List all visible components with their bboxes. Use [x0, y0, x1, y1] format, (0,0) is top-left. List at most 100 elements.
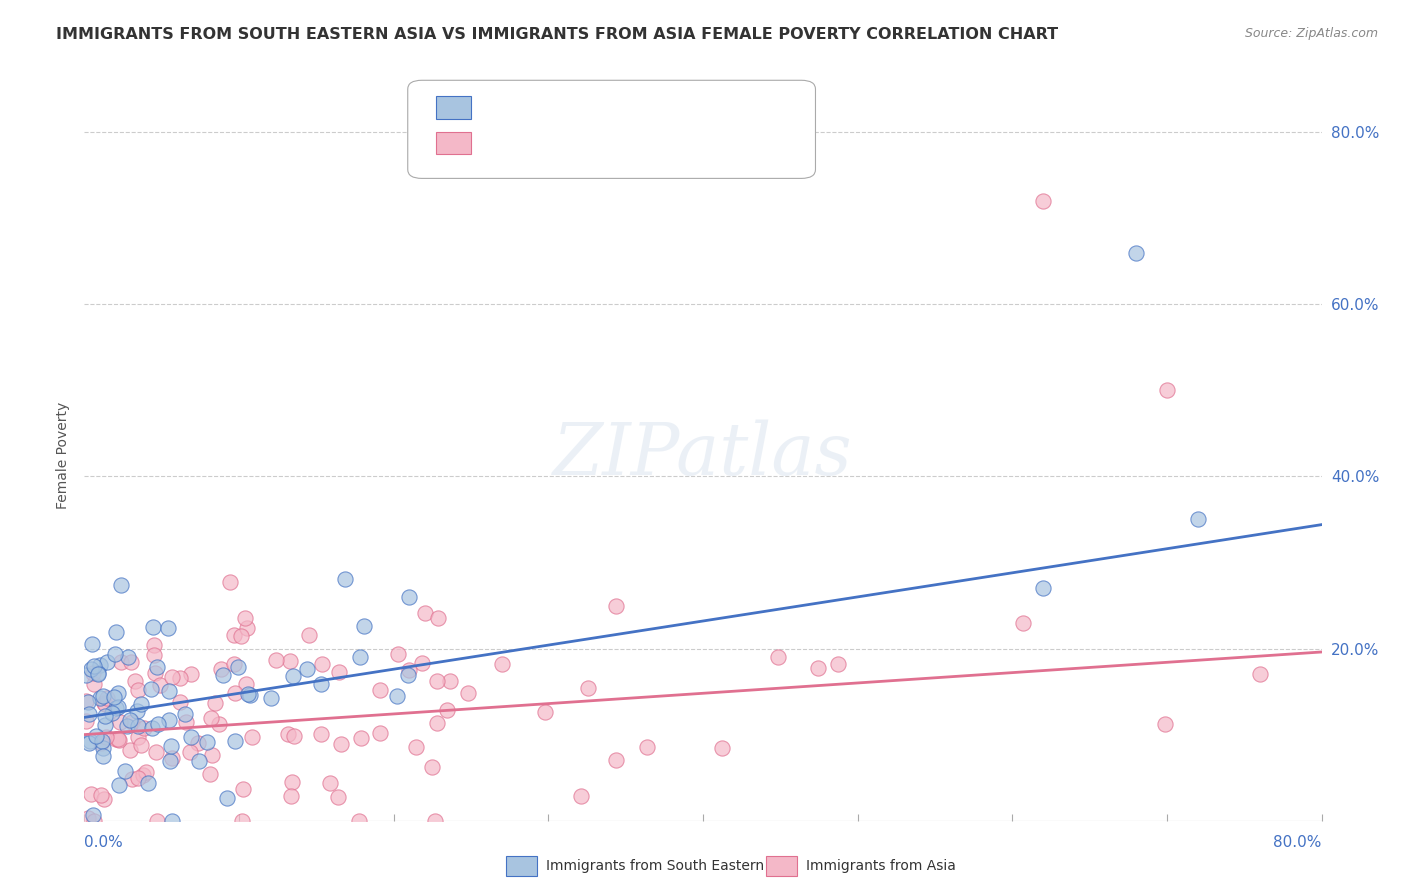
Point: [96, 655, 118, 669]
Point: [127, 730, 149, 744]
Point: [569, 789, 592, 804]
Point: [385, 689, 408, 703]
Point: [90, 789, 112, 803]
Point: [807, 661, 830, 675]
Point: [224, 685, 246, 699]
Point: [398, 590, 420, 604]
Point: [82, 665, 104, 680]
Point: [413, 606, 436, 620]
Point: [132, 722, 155, 736]
Point: [222, 657, 245, 671]
Point: [236, 621, 259, 635]
Point: [146, 660, 169, 674]
Point: [129, 697, 152, 711]
Point: [240, 730, 263, 744]
Point: [222, 628, 245, 642]
Text: 0.263: 0.263: [520, 136, 568, 150]
Point: [91, 689, 114, 703]
Text: R =: R =: [482, 100, 516, 114]
Point: [83, 659, 105, 673]
Point: [605, 599, 627, 613]
Point: [87, 665, 110, 680]
Point: [101, 706, 124, 720]
Point: [533, 705, 555, 719]
Point: [124, 673, 146, 688]
Point: [179, 745, 201, 759]
Point: [217, 790, 239, 805]
Text: Immigrants from Asia: Immigrants from Asia: [806, 859, 956, 873]
Point: [353, 619, 375, 633]
Point: [235, 676, 257, 690]
Point: [93, 708, 115, 723]
Point: [204, 696, 226, 710]
Point: [108, 714, 131, 729]
Point: [281, 775, 304, 789]
Point: [329, 737, 352, 751]
Point: [80, 788, 103, 802]
Point: [1125, 245, 1147, 260]
Point: [146, 716, 169, 731]
Point: [236, 687, 259, 701]
Point: [280, 789, 302, 803]
Point: [209, 662, 232, 676]
Point: [208, 716, 231, 731]
Point: [283, 669, 305, 683]
Point: [1156, 384, 1178, 398]
Point: [127, 683, 149, 698]
Point: [200, 711, 222, 725]
Point: [162, 751, 184, 765]
Point: [90, 733, 112, 747]
Point: [136, 776, 159, 790]
Point: [143, 648, 166, 662]
Point: [347, 814, 370, 828]
Point: [309, 727, 332, 741]
Point: [103, 690, 125, 705]
Point: [319, 776, 342, 790]
Point: [93, 791, 115, 805]
Point: [127, 771, 149, 785]
Point: [420, 760, 443, 774]
Point: [180, 666, 202, 681]
Point: [118, 713, 141, 727]
Point: [107, 732, 129, 747]
Point: [231, 628, 253, 642]
Point: [457, 686, 479, 700]
Point: [110, 577, 132, 591]
Text: 0.419: 0.419: [520, 100, 568, 114]
Point: [159, 754, 181, 768]
Text: R =: R =: [482, 136, 516, 150]
Point: [79, 734, 101, 748]
Point: [83, 676, 105, 690]
Point: [75, 714, 97, 728]
Point: [326, 790, 349, 805]
Point: [89, 690, 111, 705]
Point: [405, 739, 427, 754]
Point: [174, 715, 197, 730]
Point: [368, 683, 391, 698]
Point: [90, 736, 112, 750]
Point: [277, 727, 299, 741]
Point: [827, 657, 849, 672]
Y-axis label: Female Poverty: Female Poverty: [56, 401, 70, 508]
Point: [108, 733, 131, 747]
Point: [146, 814, 169, 828]
Point: [149, 678, 172, 692]
Point: [135, 765, 157, 780]
Point: [333, 573, 356, 587]
Point: [425, 814, 447, 828]
Point: [636, 740, 658, 755]
Point: [156, 621, 179, 635]
Point: [121, 772, 143, 786]
Point: [398, 668, 420, 682]
Point: [120, 743, 142, 757]
Point: [76, 811, 98, 825]
Point: [436, 703, 458, 717]
Point: [295, 662, 318, 676]
Point: [239, 688, 262, 702]
Point: [110, 655, 132, 669]
Point: [117, 650, 139, 665]
Point: [226, 660, 249, 674]
Point: [169, 671, 191, 685]
Point: [132, 768, 155, 782]
Text: 80.0%: 80.0%: [1274, 836, 1322, 850]
